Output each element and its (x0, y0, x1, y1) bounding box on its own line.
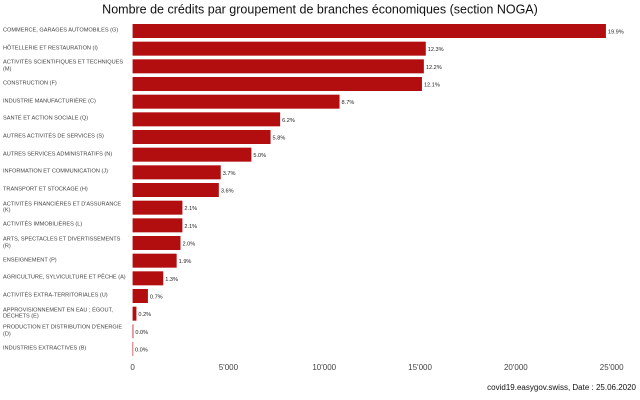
data-label: 0.0% (135, 347, 148, 353)
x-tick-label: 5'000 (219, 363, 239, 372)
y-tick-label: APPROVISIONNEMENT EN EAU ; ÉGOUT, DÉCHET… (3, 307, 113, 320)
bar (132, 253, 177, 268)
y-tick-label: INDUSTRIE MANUFACTURIÈRE (C) (3, 98, 96, 105)
data-label: 5.0% (253, 153, 266, 159)
x-tick-label: 25'000 (600, 363, 624, 372)
y-tick-label: INDUSTRIES EXTRACTIVES (B) (3, 345, 87, 352)
chart-title: Nombre de crédits par groupement de bran… (102, 2, 538, 16)
data-label: 12.1% (424, 82, 440, 88)
bar (132, 112, 281, 127)
bar (132, 94, 340, 109)
x-tick-label: 20'000 (504, 363, 528, 372)
data-label: 2.1% (184, 224, 197, 230)
y-tick-label: ACTIVITÉS FINANCIÈRES ET D'ASSURANCE (K) (3, 201, 122, 214)
y-tick-label: ACTIVITÉS SCIENTIFIQUES ET TECHNIQUES (M… (3, 59, 124, 73)
bar (132, 218, 183, 233)
x-tick-label: 15'000 (408, 363, 432, 372)
y-tick-label: AUTRES ACTIVITÉS DE SERVICES (S) (3, 133, 104, 140)
data-label: 3.6% (221, 188, 234, 194)
data-label: 5.8% (273, 135, 286, 141)
bar (132, 77, 422, 91)
bar (132, 41, 426, 56)
bar (132, 306, 137, 321)
data-label: 8.7% (342, 100, 355, 106)
bar (132, 147, 252, 162)
y-tick-label: CONSTRUCTION (F) (3, 80, 57, 87)
bar (132, 24, 606, 38)
x-tick-label: 10'000 (312, 363, 336, 372)
y-tick-label: AUTRES SERVICES ADMINISTRATIFS (N) (3, 151, 113, 158)
data-label: 12.3% (428, 47, 444, 53)
y-tick-label: ACTIVITÉS EXTRA-TERRITORIALES (U) (3, 292, 108, 299)
bar (132, 59, 424, 74)
bar (132, 289, 148, 303)
bar (132, 200, 183, 215)
bar (132, 130, 271, 144)
data-label: 2.1% (184, 206, 197, 212)
caption: covid19.easygov.swiss, Date : 25.06.2020 (487, 383, 636, 392)
x-tick-label: 0 (130, 363, 135, 372)
y-tick-label: TRANSPORT ET STOCKAGE (H) (3, 186, 88, 193)
y-tick-label: ENSEIGNEMENT (P) (3, 257, 57, 264)
y-tick-label: SANTÉ ET ACTION SOCIALE (Q) (3, 116, 89, 123)
y-tick-label: PRODUCTION ET DISTRIBUTION D'ÉNERGIE (D) (3, 324, 123, 338)
data-label: 1.9% (179, 259, 192, 265)
y-tick-label: COMMERCE, GARAGES AUTOMOBILES (G) (3, 27, 119, 34)
data-label: 3.7% (223, 171, 236, 177)
data-label: 0.0% (135, 330, 148, 336)
data-label: 0.7% (150, 294, 163, 300)
data-label: 12.2% (426, 65, 442, 71)
bar (132, 236, 181, 250)
y-tick-label: ARTS, SPECTACLES ET DIVERTISSEMENTS (R) (3, 236, 121, 249)
y-tick-label: ACTIVITÉS IMMOBILIÈRES (L) (3, 222, 83, 229)
y-tick-label: AGRICULTURE, SYLVICULTURE ET PÊCHE (A) (3, 275, 126, 282)
data-label: 19.9% (608, 29, 624, 35)
data-label: 1.3% (165, 277, 178, 283)
y-tick-label: HÔTELLERIE ET RESTAURATION (I) (3, 45, 98, 52)
bar (132, 271, 164, 286)
bar (132, 165, 221, 180)
data-label: 6.2% (282, 118, 295, 124)
data-label: 0.2% (138, 312, 151, 318)
bar (132, 183, 219, 197)
y-tick-label: INFORMATION ET COMMUNICATION (J) (3, 169, 109, 176)
data-label: 2.0% (182, 241, 195, 247)
bar (132, 342, 134, 356)
bar (132, 324, 134, 339)
